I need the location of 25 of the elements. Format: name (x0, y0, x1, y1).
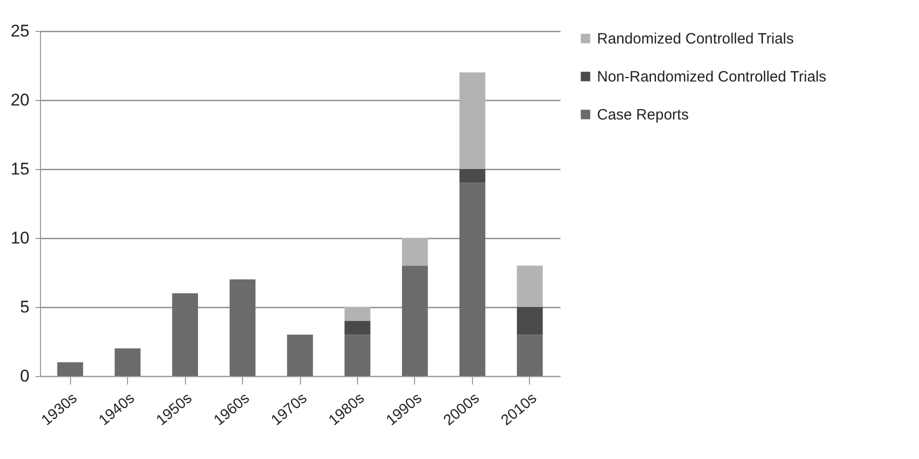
bar (459, 72, 486, 169)
y-tick-label: 25 (10, 22, 30, 40)
y-tick-label: 10 (10, 228, 30, 248)
y-tick-label: 0 (20, 366, 30, 386)
bar (516, 307, 543, 335)
bar (516, 266, 543, 307)
bar (57, 362, 84, 376)
legend-label: Case Reports (597, 106, 689, 124)
bar (114, 348, 141, 376)
bar (344, 334, 370, 376)
legend-label: Non-Randomized Controlled Trials (597, 68, 826, 86)
bar (402, 238, 428, 266)
bar (402, 266, 428, 376)
bar (344, 320, 370, 335)
bar (172, 293, 198, 376)
bar (344, 307, 370, 321)
y-tick-label: 20 (10, 90, 30, 110)
bar (516, 334, 543, 376)
bar (459, 169, 486, 183)
bar (230, 279, 256, 376)
y-tick-label: 5 (20, 298, 30, 316)
y-tick-label: 15 (10, 160, 30, 178)
bar (459, 182, 486, 376)
bar (287, 334, 313, 376)
legend-label: Randomized Controlled Trials (597, 30, 794, 48)
